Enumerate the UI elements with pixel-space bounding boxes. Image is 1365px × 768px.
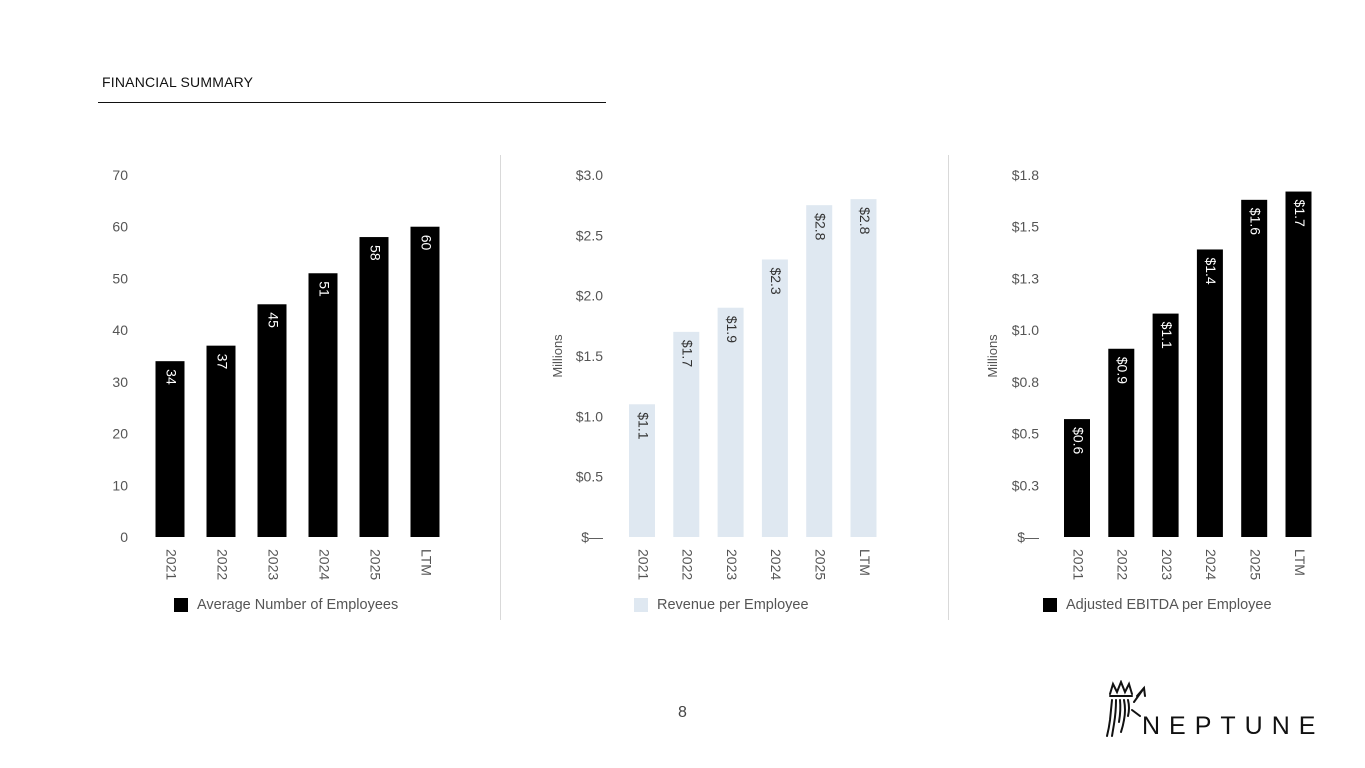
x-tick-label: 2021 (635, 549, 651, 580)
data-label: $2.8 (812, 213, 828, 240)
data-label: $2.3 (768, 267, 784, 294)
y-tick-label: $2.5 (576, 227, 603, 243)
chart-legend-ebitda: Adjusted EBITDA per Employee (1043, 597, 1272, 613)
x-tick-label: 2022 (1115, 549, 1131, 580)
y-tick-label: 10 (112, 477, 128, 493)
bar (206, 345, 236, 537)
legend-swatch (634, 598, 648, 612)
x-tick-label: 2024 (316, 549, 332, 580)
y-tick-label: $0.3 (1012, 477, 1039, 493)
data-label: $0.6 (1070, 427, 1086, 454)
data-label: $1.9 (724, 316, 740, 343)
y-tick-label: $1.5 (576, 348, 603, 364)
y-tick-label: 40 (112, 322, 128, 338)
data-label: $2.8 (857, 207, 873, 234)
bar (1285, 191, 1312, 537)
data-label: 37 (214, 354, 230, 370)
bar (410, 226, 440, 537)
x-tick-label: 2024 (1203, 549, 1219, 580)
bar (1152, 313, 1179, 537)
data-label: $1.4 (1203, 257, 1219, 284)
x-tick-label: 2025 (1247, 549, 1263, 580)
bar (359, 237, 389, 538)
data-label: $1.1 (1159, 322, 1175, 349)
chart-legend-revenue: Revenue per Employee (634, 597, 809, 613)
bar (1196, 249, 1223, 537)
trident-crown-icon (1106, 680, 1146, 737)
x-tick-label: 2025 (367, 549, 383, 580)
y-tick-label: 30 (112, 374, 128, 390)
y-tick-label: $0.8 (1012, 374, 1039, 390)
data-label: $1.7 (680, 340, 696, 367)
y-tick-label: $0.5 (576, 469, 603, 485)
y-axis-label: Millions (985, 334, 1000, 378)
y-tick-label: $2.0 (576, 288, 603, 304)
x-tick-label: LTM (1292, 549, 1308, 576)
x-tick-label: 2024 (768, 549, 784, 580)
legend-label: Adjusted EBITDA per Employee (1066, 597, 1272, 613)
y-tick-label: $0.5 (1012, 426, 1039, 442)
logo-text: NEPTUNE (1142, 712, 1325, 740)
x-tick-label: 2023 (1159, 549, 1175, 580)
data-label: $1.1 (635, 412, 651, 439)
legend-label: Average Number of Employees (197, 597, 399, 613)
legend-swatch (1043, 598, 1057, 612)
y-axis-label: Millions (550, 334, 565, 378)
bar (806, 205, 833, 537)
x-tick-label: LTM (418, 549, 434, 576)
y-tick-label: 20 (112, 426, 128, 442)
x-tick-label: LTM (857, 549, 873, 576)
x-tick-label: 2021 (1070, 549, 1086, 580)
x-tick-label: 2023 (265, 549, 281, 580)
bar (717, 307, 744, 537)
bar (1241, 199, 1268, 537)
y-tick-label: $1.0 (576, 408, 603, 424)
chart-legend-employees: Average Number of Employees (174, 597, 398, 613)
y-tick-label: $1.3 (1012, 270, 1039, 286)
bar (1108, 348, 1135, 537)
y-tick-label: 60 (112, 219, 128, 235)
x-tick-label: 2025 (812, 549, 828, 580)
y-tick-label: $1.0 (1012, 322, 1039, 338)
y-tick-label: 70 (112, 167, 128, 183)
chart-divider-2 (948, 155, 949, 620)
y-tick-label: $— (581, 529, 603, 545)
bar (629, 404, 655, 537)
data-label: 45 (265, 312, 281, 328)
legend-swatch (174, 598, 188, 612)
bar (257, 304, 287, 537)
bar (308, 273, 338, 537)
data-label: 34 (163, 369, 179, 385)
bar (1064, 419, 1090, 537)
ebitda-per-employee-chart: $— $0.3 $0.5 $0.8 $1.0 $1.3 $1.5 $1.8 Millions $0… (985, 167, 1312, 580)
x-tick-label: 2022 (680, 549, 696, 580)
bar (673, 331, 700, 537)
chart-divider-1 (500, 155, 501, 620)
employees-chart: 0 10 20 30 40 50 60 70 34 2021 37 2022 45 2023 51 2024 5… (112, 167, 440, 580)
data-label: 58 (367, 245, 383, 261)
data-label: 51 (316, 281, 332, 297)
neptune-logo: NEPTUNE (1104, 680, 1344, 740)
page-number: 8 (678, 704, 687, 721)
y-tick-label: 0 (120, 529, 128, 545)
data-label: 60 (418, 235, 434, 251)
legend-label: Revenue per Employee (657, 597, 809, 613)
y-tick-label: $— (1017, 529, 1039, 545)
page-title: FINANCIAL SUMMARY (102, 74, 254, 90)
x-tick-label: 2021 (163, 549, 179, 580)
data-label: $1.7 (1292, 200, 1308, 227)
revenue-per-employee-chart: $— $0.5 $1.0 $1.5 $2.0 $2.5 $3.0 Millions $1.1 20… (550, 167, 877, 580)
y-tick-label: $1.8 (1012, 167, 1039, 183)
y-tick-label: $1.5 (1012, 219, 1039, 235)
bar (761, 259, 788, 537)
data-label: $1.6 (1247, 208, 1263, 235)
x-tick-label: 2023 (724, 549, 740, 580)
y-tick-label: 50 (112, 270, 128, 286)
bar (850, 199, 877, 537)
bar (155, 361, 185, 537)
header-rule (98, 102, 606, 103)
y-tick-label: $3.0 (576, 167, 603, 183)
x-tick-label: 2022 (214, 549, 230, 580)
data-label: $0.9 (1115, 357, 1131, 384)
